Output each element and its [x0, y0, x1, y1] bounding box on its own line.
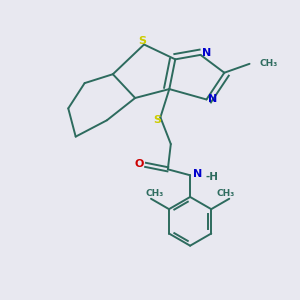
Text: N: N: [202, 48, 212, 59]
Text: -H: -H: [206, 172, 219, 182]
Text: N: N: [208, 94, 217, 104]
Text: CH₃: CH₃: [217, 189, 235, 198]
Text: S: S: [153, 115, 161, 125]
Text: N: N: [193, 169, 202, 179]
Text: CH₃: CH₃: [260, 59, 278, 68]
Text: O: O: [134, 159, 144, 169]
Text: S: S: [139, 36, 147, 46]
Text: CH₃: CH₃: [146, 189, 164, 198]
